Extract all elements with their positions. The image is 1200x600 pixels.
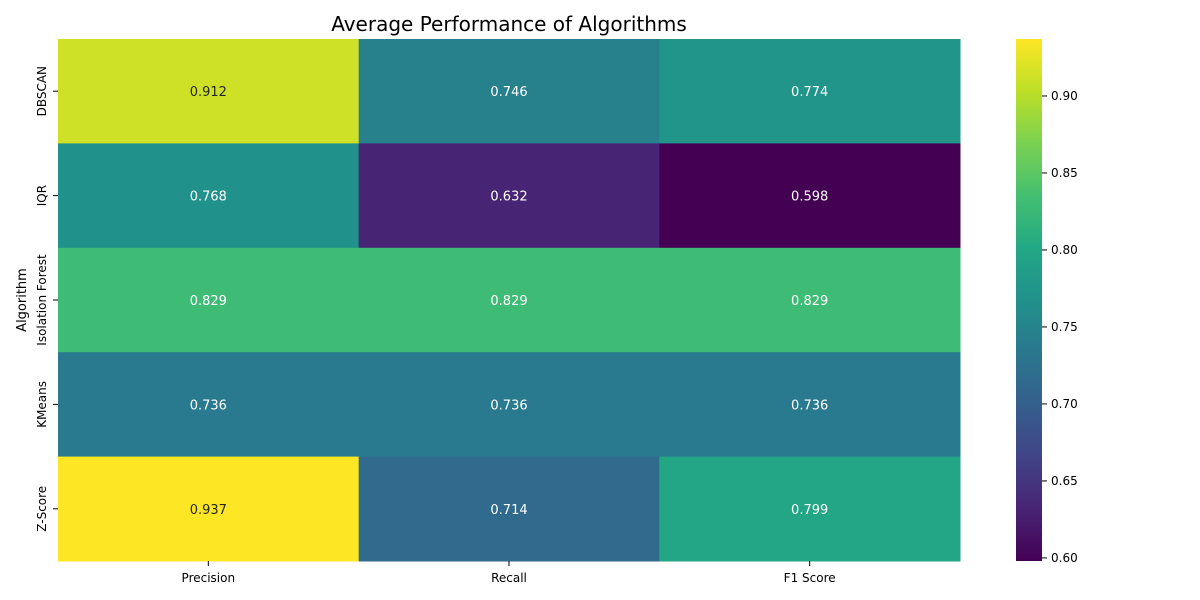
heatmap-cell-dbscan-precision	[58, 39, 360, 144]
y-tick-label: IQR	[35, 185, 49, 206]
chart-title: Average Performance of Algorithms	[331, 12, 687, 36]
cell-value-label: 0.799	[791, 503, 828, 518]
heatmap-cell-iqr-recall	[358, 143, 660, 249]
cell-value-label: 0.829	[791, 294, 828, 309]
heatmap-cell-isolation-forest-precision	[58, 247, 360, 353]
heatmap-cell-dbscan-f1-score	[659, 39, 961, 144]
x-axis-ticks: Precision Recall F1 Score	[182, 561, 836, 585]
y-tick-label: KMeans	[35, 381, 49, 428]
x-tick-label: Recall	[491, 571, 527, 585]
x-tick-label: F1 Score	[784, 571, 836, 585]
x-tick-label: Precision	[182, 571, 236, 585]
colorbar-tick-label: 0.60	[1051, 551, 1078, 565]
cell-value-label: 0.937	[190, 503, 227, 518]
heatmap-cell-isolation-forest-recall	[358, 247, 660, 353]
cell-value-label: 0.736	[791, 398, 828, 413]
y-axis-ticks: DBSCAN IQR Isolation Forest KMeans Z-Score	[35, 66, 58, 532]
cell-value-label: 0.714	[490, 503, 527, 518]
heatmap-cell-iqr-precision	[58, 143, 360, 249]
y-tick-label: Isolation Forest	[35, 254, 49, 346]
cell-value-label: 0.774	[791, 85, 828, 100]
colorbar-ticks: 0.60 0.65 0.70 0.75 0.80 0.85 0.90	[1042, 89, 1078, 565]
cell-value-label: 0.598	[791, 190, 828, 205]
colorbar-tick-label: 0.85	[1051, 166, 1078, 180]
colorbar-tick-label: 0.65	[1051, 474, 1078, 488]
heatmap-cell-z-score-precision	[58, 456, 360, 562]
y-tick-label: Z-Score	[35, 486, 49, 532]
cell-value-label: 0.829	[190, 294, 227, 309]
colorbar-tick-label: 0.75	[1051, 320, 1078, 334]
heatmap-cell-z-score-recall	[358, 456, 660, 562]
colorbar	[1016, 39, 1042, 561]
cell-value-label: 0.746	[490, 85, 527, 100]
cell-value-label: 0.736	[190, 398, 227, 413]
y-axis-label: Algorithm	[15, 268, 30, 332]
cell-value-label: 0.736	[490, 398, 527, 413]
heatmap-cell-kmeans-recall	[358, 352, 660, 458]
heatmap-cell-isolation-forest-f1-score	[659, 247, 961, 353]
heatmap-cell-labels: 0.912 0.746 0.774 0.768 0.632 0.598 0.829 0.829…	[190, 85, 829, 518]
cell-value-label: 0.829	[490, 294, 527, 309]
heatmap-cell-z-score-f1-score	[659, 456, 961, 562]
heatmap-cells	[58, 39, 961, 562]
heatmap-cell-kmeans-f1-score	[659, 352, 961, 458]
heatmap-cell-iqr-f1-score	[659, 143, 961, 249]
colorbar-tick-label: 0.70	[1051, 397, 1078, 411]
colorbar-tick-label: 0.90	[1051, 89, 1078, 103]
heatmap-cell-dbscan-recall	[358, 39, 660, 144]
cell-value-label: 0.912	[190, 85, 227, 100]
heatmap-cell-kmeans-precision	[58, 352, 360, 458]
cell-value-label: 0.632	[490, 190, 527, 205]
cell-value-label: 0.768	[190, 190, 227, 205]
colorbar-tick-label: 0.80	[1051, 243, 1078, 257]
y-tick-label: DBSCAN	[35, 66, 49, 116]
